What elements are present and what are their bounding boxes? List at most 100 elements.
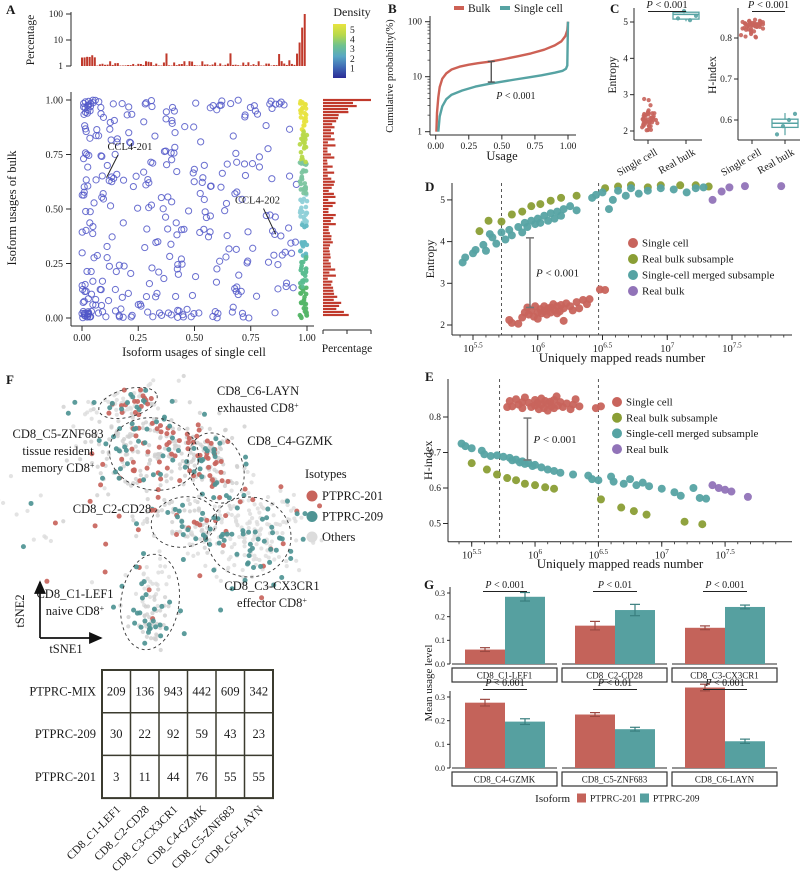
y-tick: 0.6 bbox=[429, 484, 441, 494]
cluster-label-line: tissue resident bbox=[22, 444, 94, 458]
table-cell-value: 55 bbox=[253, 770, 266, 784]
facet-label: CD8_C1-LEF1 bbox=[477, 671, 533, 681]
tsne-points bbox=[134, 506, 221, 538]
axis-label-x: Uniquely mapped reads number bbox=[537, 556, 704, 571]
axis-label-y: H-index bbox=[421, 441, 435, 480]
axis-label-x: Usage bbox=[486, 149, 518, 163]
y-tick: 10 bbox=[413, 73, 423, 83]
table-cell-value: 92 bbox=[167, 727, 180, 741]
pvalue-g-cd8_c1-lef1: P < 0.001 bbox=[484, 580, 524, 591]
tsne-cluster-label: CD8_C4-GZMK bbox=[247, 434, 332, 448]
panel-e-axes: 105.5 106 106.5 107 107.5 0.5 0.6 0.7 0.8 Uniquel… bbox=[421, 379, 792, 571]
panel-g-facet-cd8_c1-lef1: P < 0.001 CD8_C1-LEF1 bbox=[451, 580, 558, 683]
table-cell-value: 30 bbox=[110, 727, 123, 741]
tsne-cluster-label: CD8_C3-CX3CR1 effector CD8+ bbox=[224, 579, 319, 610]
panel-g-facet-cd8_c6-layn: P < 0.001 CD8_C6-LAYN bbox=[671, 678, 778, 787]
pvalue-b: P < 0.001 bbox=[495, 91, 535, 102]
y-tick: 0.3 bbox=[435, 589, 445, 598]
panel-b-curve-bulk bbox=[435, 21, 570, 132]
y-tick: 0.0 bbox=[435, 764, 445, 773]
colorbar-title: Density bbox=[333, 5, 370, 19]
legend-title-isotypes: Isotypes bbox=[305, 467, 347, 481]
tsne-points bbox=[0, 444, 147, 585]
table-cell-value: 76 bbox=[196, 770, 209, 784]
y-tick: 4 bbox=[440, 238, 445, 248]
legend-item-ptprc-209: PTPRC-209 bbox=[322, 510, 383, 524]
y-tick: 0.75 bbox=[46, 150, 64, 161]
axis-label-tsne1: tSNE1 bbox=[49, 642, 82, 656]
panel-f-isoform-count-table: 209 136 943 442 609 342 30 22 92 59 43 23 3 11 44 76 55 5… bbox=[29, 669, 274, 874]
panel-g-facet-cd8_c2-cd28: P < 0.01 CD8_C2-CD28 bbox=[561, 580, 668, 683]
panel-g-facet-cd8_c5-znf683: P < 0.01 CD8_C5-ZNF683 bbox=[561, 678, 668, 787]
panel-a-annotations: CCL4-201 CCL4-202 bbox=[106, 142, 280, 235]
x-tick: 0.25 bbox=[460, 142, 477, 152]
legend-title-isoform: Isoform bbox=[535, 793, 570, 805]
pvalue-c-h-index: P < 0.001 bbox=[747, 0, 789, 11]
pvalue-g-cd8_c4-gzmk: P < 0.001 bbox=[484, 678, 524, 689]
x-tick: 0.50 bbox=[186, 333, 204, 344]
axis-label-x: Isoform usages of single cell bbox=[122, 345, 266, 359]
category-label: Real bulk bbox=[657, 147, 698, 177]
tsne-points bbox=[20, 500, 34, 550]
axis-label-percentage-top: Percentage bbox=[25, 15, 37, 65]
category-label: Real bulk bbox=[756, 147, 797, 177]
y-tick: 0.3 bbox=[435, 693, 445, 702]
y-tick: 2 bbox=[623, 127, 628, 137]
legend-item: Single cell bbox=[642, 238, 689, 250]
table-cell-value: 43 bbox=[224, 727, 237, 741]
colorbar-tick: 5 bbox=[350, 26, 355, 36]
axis-label-tsne2: tSNE2 bbox=[13, 594, 27, 627]
panel-e-legend: Single cell Real bulk subsample Single-cel… bbox=[612, 397, 758, 456]
panel-d-series-real-bulk bbox=[708, 182, 786, 204]
panel-g-yaxis-row1: 0.0 0.1 0.2 0.3 bbox=[435, 587, 451, 669]
axis-label-mean-usage: Mean usage level bbox=[423, 645, 435, 722]
x-tick: 0.75 bbox=[242, 333, 260, 344]
panel-letter-e: E bbox=[425, 369, 434, 384]
panel-b-cumulative-probability: B 0.00 0.25 0.50 0.75 1.00 1 10 100 Usage Cumulati… bbox=[385, 1, 577, 163]
tsne-points bbox=[191, 436, 249, 537]
panel-g-facet-cd8_c3-cx3cr1: P < 0.001 CD8_C3-CX3CR1 bbox=[671, 580, 778, 683]
table-cell-value: 59 bbox=[196, 727, 209, 741]
table-cell-value: 442 bbox=[192, 684, 211, 698]
table-cell-value: 342 bbox=[249, 684, 268, 698]
table-cell-value: 3 bbox=[113, 770, 119, 784]
panel-b-axes: 0.00 0.25 0.50 0.75 1.00 1 10 100 Usage Cumulativ… bbox=[385, 16, 577, 163]
y-tick: 0.8 bbox=[429, 413, 441, 423]
x-tick: 1.00 bbox=[560, 142, 577, 152]
annotation-ccl4-201: CCL4-201 bbox=[107, 142, 152, 153]
tsne-points bbox=[119, 551, 149, 601]
tsne-legend: Isotypes PTPRC-201 PTPRC-209 Others bbox=[305, 467, 383, 544]
label: 107.5 bbox=[722, 342, 742, 356]
panel-letter-c: C bbox=[610, 1, 619, 16]
tsne-points bbox=[44, 498, 109, 584]
panel-letter-g: G bbox=[424, 577, 434, 592]
y-tick: 0.7 bbox=[720, 75, 732, 85]
panel-d-entropy-vs-reads: D 105.5 106 106.5 107 107.5 2 3 4 5 Uniquely mappe… bbox=[423, 179, 792, 365]
panel-b-pvalue: P < 0.001 bbox=[487, 60, 536, 102]
x-tick: 0.00 bbox=[427, 142, 444, 152]
pvalue-g-cd8_c2-cd28: P < 0.01 bbox=[597, 580, 632, 591]
panel-e-series-single-cell bbox=[503, 392, 605, 415]
jitter-points-single-cell bbox=[738, 17, 766, 40]
tsne-points bbox=[185, 469, 324, 589]
table-cell-value: 209 bbox=[107, 684, 126, 698]
y-tick: 0.25 bbox=[46, 259, 64, 270]
label: 105.5 bbox=[463, 342, 483, 356]
panel-d-series-single-cell-merged-subsample bbox=[458, 183, 708, 267]
table-cell-value: 943 bbox=[164, 684, 183, 698]
colorbar-tick: 4 bbox=[350, 36, 355, 46]
pvalue-e: P < 0.001 bbox=[532, 434, 576, 446]
panel-d-series-single-cell bbox=[505, 285, 610, 328]
tsne-points bbox=[65, 394, 220, 512]
y-tick: 2 bbox=[440, 321, 445, 331]
panel-a-right-histogram: Percentage bbox=[322, 98, 372, 355]
cluster-label-line: CD8_C2-CD28 bbox=[73, 502, 151, 516]
tsne-points bbox=[176, 493, 308, 613]
count-table-grid: 209 136 943 442 609 342 30 22 92 59 43 23 3 11 44 76 55 5… bbox=[101, 669, 274, 800]
legend-item: Single-cell merged subsample bbox=[626, 428, 758, 440]
